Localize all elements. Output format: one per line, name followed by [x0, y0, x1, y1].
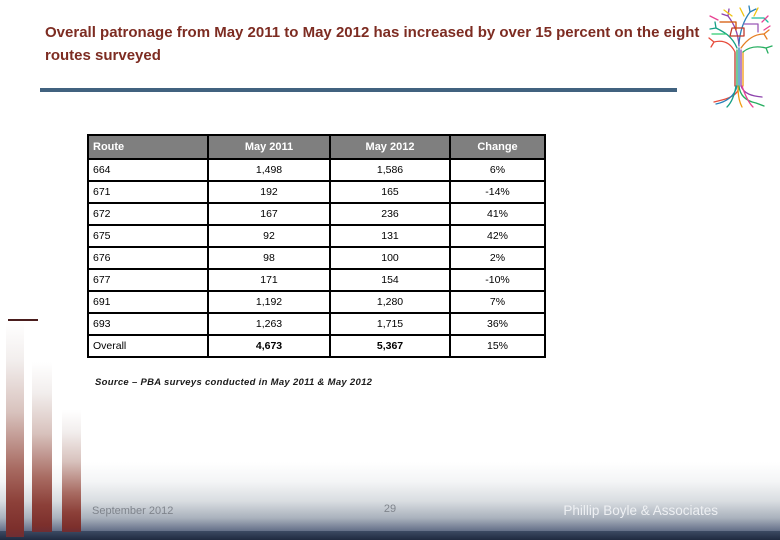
table-cell: Overall	[87, 334, 209, 358]
table-cell: 165	[329, 180, 451, 204]
footer-gradient-band	[0, 462, 780, 540]
table-cell: 92	[207, 224, 331, 248]
decorative-bar-1	[6, 322, 24, 537]
table-cell: 1,192	[207, 290, 331, 314]
footer-company: Phillip Boyle & Associates	[563, 503, 718, 518]
table-cell: 672	[87, 202, 209, 226]
table-cell: 676	[87, 246, 209, 270]
table-cell: 1,715	[329, 312, 451, 336]
table-cell: 1,280	[329, 290, 451, 314]
footer-page-number: 29	[383, 503, 397, 515]
decorative-bar-3	[62, 410, 81, 532]
table-cell: 5,367	[329, 334, 451, 358]
table-cell: 171	[207, 268, 331, 292]
title-divider-line	[40, 88, 677, 92]
header-may-2012: May 2012	[329, 134, 451, 160]
table-cell: 1,498	[207, 158, 331, 182]
table-cell: 671	[87, 180, 209, 204]
table-row: 691 1,192 1,280 7%	[87, 290, 546, 314]
table-row: 671 192 165 -14%	[87, 180, 546, 204]
table-cell: 1,263	[207, 312, 331, 336]
table-cell: 42%	[449, 224, 546, 248]
table-header-row: Route May 2011 May 2012 Change	[87, 134, 546, 160]
bottom-navy-strip	[0, 531, 780, 540]
table-cell: 677	[87, 268, 209, 292]
table-cell: 691	[87, 290, 209, 314]
table-cell: 675	[87, 224, 209, 248]
table-body: 664 1,498 1,586 6% 671 192 165 -14% 672 167 236 41%…	[87, 158, 546, 358]
table-cell: 2%	[449, 246, 546, 270]
table-cell: 36%	[449, 312, 546, 336]
header-route: Route	[87, 134, 209, 160]
header-may-2011: May 2011	[207, 134, 331, 160]
table-row: Overall 4,673 5,367 15%	[87, 334, 546, 358]
table-row: 676 98 100 2%	[87, 246, 546, 270]
table-cell: 167	[207, 202, 331, 226]
patronage-table: Route May 2011 May 2012 Change 664 1,498 1…	[87, 134, 546, 358]
table-row: 675 92 131 42%	[87, 224, 546, 248]
table-cell: 1,586	[329, 158, 451, 182]
table-cell: 4,673	[207, 334, 331, 358]
decorative-bar-2	[32, 362, 52, 532]
transit-map-tree-logo	[708, 5, 773, 108]
table-row: 693 1,263 1,715 36%	[87, 312, 546, 336]
table-cell: 131	[329, 224, 451, 248]
table-cell: 7%	[449, 290, 546, 314]
source-note: Source – PBA surveys conducted in May 20…	[95, 377, 373, 388]
decorative-bar-cap	[8, 319, 38, 321]
table-cell: 236	[329, 202, 451, 226]
table-cell: 98	[207, 246, 331, 270]
table-cell: 192	[207, 180, 331, 204]
table-row: 677 171 154 -10%	[87, 268, 546, 292]
slide-title: Overall patronage from May 2011 to May 2…	[45, 24, 700, 65]
table-cell: 100	[329, 246, 451, 270]
table-cell: 154	[329, 268, 451, 292]
table-cell: 693	[87, 312, 209, 336]
table-row: 672 167 236 41%	[87, 202, 546, 226]
table-cell: 15%	[449, 334, 546, 358]
table-cell: -10%	[449, 268, 546, 292]
footer-date: September 2012	[92, 505, 174, 517]
table-row: 664 1,498 1,586 6%	[87, 158, 546, 182]
table-cell: 41%	[449, 202, 546, 226]
header-change: Change	[449, 134, 546, 160]
table-cell: 6%	[449, 158, 546, 182]
table-cell: -14%	[449, 180, 546, 204]
table-cell: 664	[87, 158, 209, 182]
